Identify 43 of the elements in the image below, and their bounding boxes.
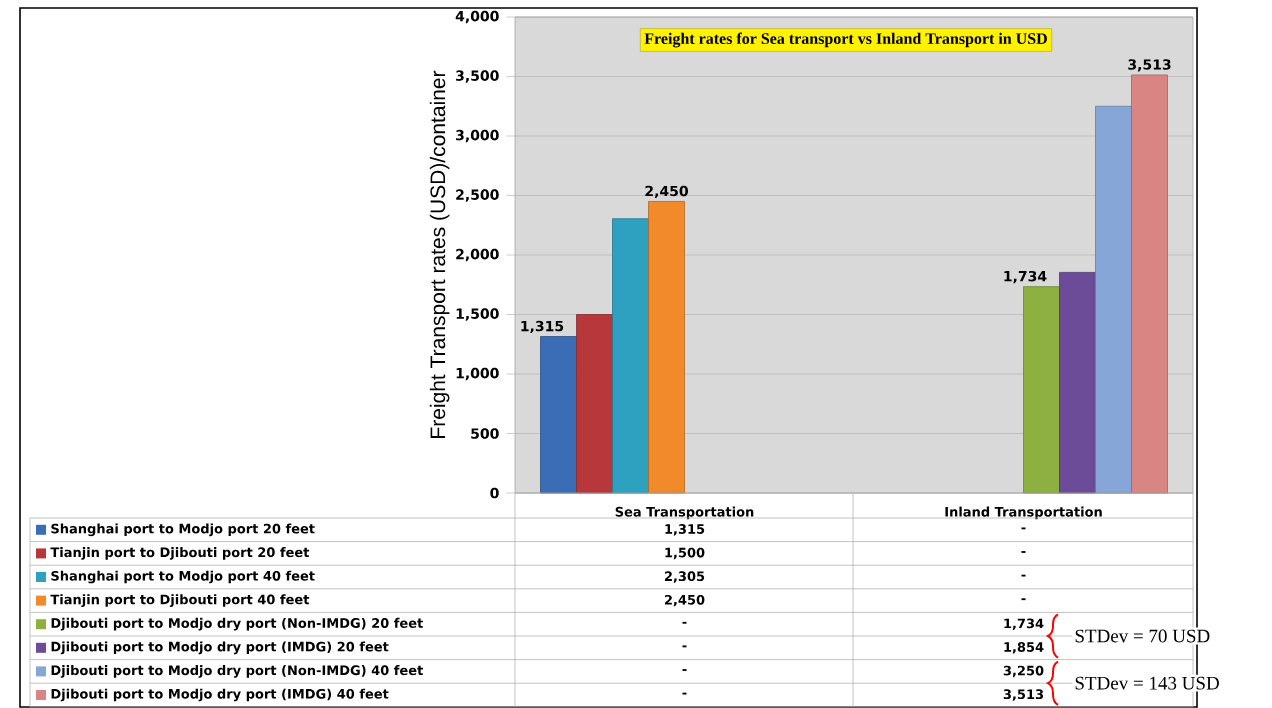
text: - — [682, 669, 687, 671]
data-label: 1,315 — [521, 320, 564, 334]
legend-label: Shanghai port to Modjo port 20 feet — [51, 523, 315, 537]
text: 3,250 — [1003, 665, 1044, 678]
legend-label: Djibouti port to Modjo dry port (IMDG) 40 feet — [51, 688, 389, 702]
y-tick-label: 3,000 — [456, 129, 499, 143]
legend-label: Djibouti port to Modjo dry port (IMDG) 20 feet — [51, 641, 389, 655]
legend-label: Djibouti port to Modjo dry port (Non-IMDG) 20 feet — [51, 617, 423, 631]
text: STDev = 143 USD — [1075, 676, 1219, 690]
y-axis-title: Freight Transport rates (USD)/container — [429, 70, 450, 438]
text: 3,513 — [1003, 689, 1044, 701]
text: 1,315 — [665, 524, 705, 536]
x-tick-label: Inland Transportation — [945, 506, 1102, 520]
legend-label: Tianjin port to Djibouti port 40 feet — [50, 594, 310, 607]
data-label: 2,450 — [645, 185, 688, 199]
text: - — [682, 621, 687, 624]
text: - — [682, 692, 687, 695]
y-tick-label: 500 — [471, 428, 499, 439]
text: Freight rates for Sea transport vs Inland Transport in USD — [644, 32, 1047, 48]
text: 1,734 — [1004, 618, 1044, 630]
x-tick-label: Sea Transportation — [615, 506, 754, 520]
text: 2,450 — [664, 594, 705, 607]
text: 1,500 — [665, 547, 705, 560]
y-tick-label: 4,000 — [455, 10, 499, 24]
y-tick-label: 2,500 — [456, 189, 499, 202]
y-tick-label: 2,000 — [456, 248, 499, 262]
y-tick-label: 1,500 — [456, 308, 499, 321]
data-label: 3,513 — [1128, 59, 1171, 72]
text: - — [1021, 598, 1026, 601]
data-label: 1,734 — [1004, 270, 1047, 284]
text: STDev = 70 USD — [1075, 629, 1210, 643]
y-tick-label: 1,000 — [456, 367, 499, 381]
legend-label: Tianjin port to Djibouti port 20 feet — [50, 547, 310, 560]
legend-label: Djibouti port to Modjo dry port (Non-IMDG) 40 feet — [51, 665, 423, 678]
y-tick-label: 0 — [490, 487, 499, 499]
y-tick-label: 3,500 — [456, 70, 499, 83]
text: - — [1021, 527, 1026, 530]
legend-label: Shanghai port to Modjo port 40 feet — [51, 570, 315, 584]
text: 1,854 — [1004, 642, 1044, 654]
text: 2,305 — [664, 571, 705, 583]
text: - — [1021, 551, 1026, 553]
text: - — [682, 645, 687, 648]
text: - — [1021, 574, 1026, 577]
